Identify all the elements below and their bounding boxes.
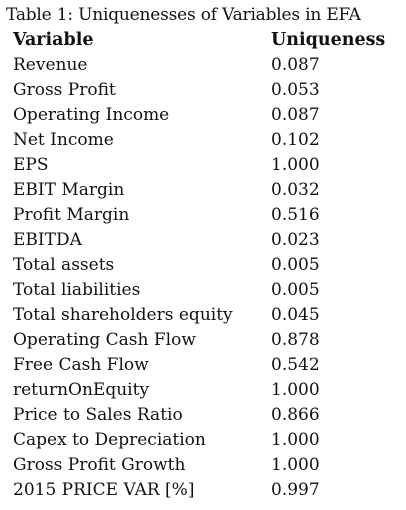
- table-row: EBIT Margin 0.032: [13, 178, 396, 203]
- uniqueness-cell: 1.000: [271, 430, 320, 450]
- variable-cell: EBIT Margin: [13, 180, 125, 200]
- table-row: Price to Sales Ratio 0.866: [13, 403, 396, 428]
- uniqueness-cell: 0.005: [271, 280, 320, 300]
- uniqueness-cell: 1.000: [271, 455, 320, 475]
- table-row: Gross Profit Growth 1.000: [13, 453, 396, 478]
- uniqueness-cell: 0.053: [271, 80, 320, 100]
- header-uniqueness: Uniqueness: [271, 30, 386, 50]
- uniqueness-cell: 0.005: [271, 255, 320, 275]
- variable-cell: EPS: [13, 155, 49, 175]
- table-body: Revenue 0.087 Gross Profit 0.053 Operating I…: [13, 53, 396, 503]
- table-caption: Table 1: Uniquenesses of Variables in EF…: [6, 5, 361, 25]
- uniqueness-cell: 0.045: [271, 305, 320, 325]
- uniqueness-cell: 0.102: [271, 130, 320, 150]
- uniqueness-cell: 1.000: [271, 155, 320, 175]
- table-row: Total assets 0.005: [13, 253, 396, 278]
- uniqueness-cell: 0.087: [271, 55, 320, 75]
- table-header-row: Variable Uniqueness: [13, 28, 396, 53]
- variable-cell: Total liabilities: [13, 280, 141, 300]
- table-row: Profit Margin 0.516: [13, 203, 396, 228]
- table-row: Gross Profit 0.053: [13, 78, 396, 103]
- table-row: Net Income 0.102: [13, 128, 396, 153]
- table-row: Operating Income 0.087: [13, 103, 396, 128]
- uniqueness-table: Variable Uniqueness Revenue 0.087 Gross Pr…: [13, 28, 396, 503]
- variable-cell: Capex to Depreciation: [13, 430, 206, 450]
- table-row: Revenue 0.087: [13, 53, 396, 78]
- table-row: 2015 PRICE VAR [%] 0.997: [13, 478, 396, 503]
- table-row: Free Cash Flow 0.542: [13, 353, 396, 378]
- variable-cell: Operating Cash Flow: [13, 330, 196, 350]
- uniqueness-cell: 0.087: [271, 105, 320, 125]
- uniqueness-cell: 0.542: [271, 355, 320, 375]
- variable-cell: Net Income: [13, 130, 114, 150]
- variable-cell: Free Cash Flow: [13, 355, 149, 375]
- variable-cell: Gross Profit: [13, 80, 116, 100]
- variable-cell: Price to Sales Ratio: [13, 405, 183, 425]
- table-row: Total shareholders equity 0.045: [13, 303, 396, 328]
- uniqueness-cell: 0.997: [271, 480, 320, 500]
- variable-cell: EBITDA: [13, 230, 82, 250]
- variable-cell: Gross Profit Growth: [13, 455, 186, 475]
- uniqueness-cell: 0.866: [271, 405, 320, 425]
- table-row: EPS 1.000: [13, 153, 396, 178]
- variable-cell: Profit Margin: [13, 205, 130, 225]
- variable-cell: Total shareholders equity: [13, 305, 233, 325]
- uniqueness-cell: 0.032: [271, 180, 320, 200]
- variable-cell: Revenue: [13, 55, 88, 75]
- uniqueness-cell: 0.023: [271, 230, 320, 250]
- uniqueness-cell: 0.878: [271, 330, 320, 350]
- table-row: Capex to Depreciation 1.000: [13, 428, 396, 453]
- header-variable: Variable: [13, 30, 94, 50]
- variable-cell: Total assets: [13, 255, 115, 275]
- uniqueness-cell: 1.000: [271, 380, 320, 400]
- table-row: Operating Cash Flow 0.878: [13, 328, 396, 353]
- variable-cell: 2015 PRICE VAR [%]: [13, 480, 195, 500]
- variable-cell: Operating Income: [13, 105, 170, 125]
- uniqueness-cell: 0.516: [271, 205, 320, 225]
- table-row: EBITDA 0.023: [13, 228, 396, 253]
- table-row: Total liabilities 0.005: [13, 278, 396, 303]
- variable-cell: returnOnEquity: [13, 380, 150, 400]
- table-row: returnOnEquity 1.000: [13, 378, 396, 403]
